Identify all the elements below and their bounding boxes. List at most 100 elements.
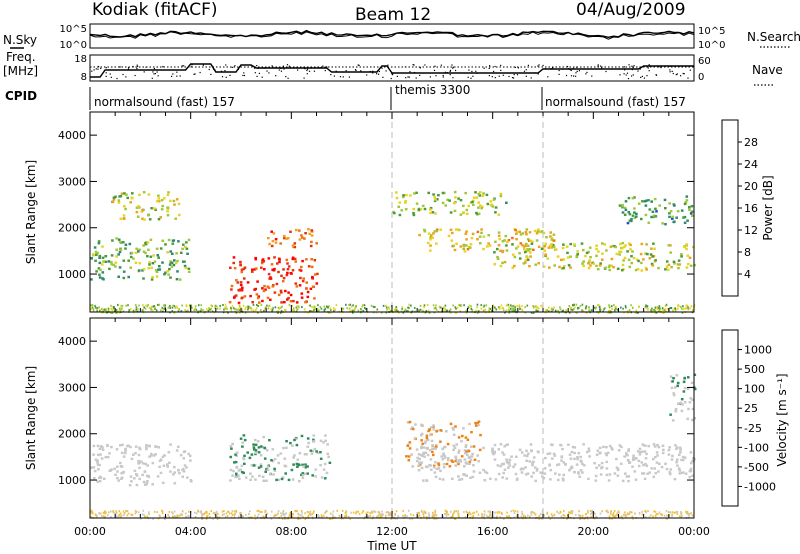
heatmap-cell xyxy=(627,196,631,200)
heatmap-cell xyxy=(418,457,421,461)
nave-dot xyxy=(538,64,540,66)
heatmap-cell xyxy=(270,244,274,248)
heatmap-cell xyxy=(365,307,367,310)
heatmap-cell xyxy=(624,200,628,203)
heatmap-cell xyxy=(153,510,156,513)
heatmap-cell xyxy=(665,303,668,306)
heatmap-cell xyxy=(241,309,243,311)
heatmap-cell xyxy=(257,509,260,512)
heatmap-cell xyxy=(235,472,238,475)
heatmap-cell xyxy=(369,512,371,515)
heatmap-cell xyxy=(569,306,571,309)
heatmap-cell xyxy=(492,452,495,456)
heatmap-cell xyxy=(289,441,292,445)
heatmap-cell xyxy=(402,509,404,512)
heatmap-cell xyxy=(629,510,631,513)
heatmap-cell xyxy=(115,237,118,240)
heatmap-cell xyxy=(271,268,274,271)
heatmap-cell xyxy=(494,511,496,514)
heatmap-cell xyxy=(163,516,165,519)
heatmap-cell xyxy=(237,469,241,472)
heatmap-cell xyxy=(144,307,147,310)
heatmap-cell xyxy=(470,455,474,458)
heatmap-cell xyxy=(688,206,691,209)
heatmap-cell xyxy=(300,510,303,512)
heatmap-cell xyxy=(98,480,102,483)
nave-dot xyxy=(176,75,178,77)
heatmap-cell xyxy=(610,264,613,267)
heatmap-cell xyxy=(257,311,259,314)
heatmap-cell xyxy=(188,510,190,513)
heatmap-cell xyxy=(619,242,622,246)
heatmap-cell xyxy=(686,387,690,390)
heatmap-cell xyxy=(633,211,636,214)
heatmap-cell xyxy=(232,469,235,473)
heatmap-cell xyxy=(311,285,315,288)
heatmap-cell xyxy=(256,280,259,283)
heatmap-cell xyxy=(251,270,254,273)
nave-dot xyxy=(444,71,446,73)
heatmap-cell xyxy=(498,307,501,310)
x-tick-label: 12:00 xyxy=(376,525,408,538)
heatmap-cell xyxy=(680,209,684,212)
heatmap-cell xyxy=(327,306,329,309)
heatmap-cell xyxy=(551,457,554,460)
heatmap-cell xyxy=(671,380,674,383)
heatmap-cell xyxy=(452,244,455,248)
heatmap-cell xyxy=(686,510,689,513)
heatmap-cell xyxy=(612,514,614,516)
nave-dot xyxy=(597,64,599,66)
heatmap-cell xyxy=(677,259,681,262)
nave-dot xyxy=(413,71,416,74)
heatmap-cell xyxy=(432,453,435,457)
heatmap-cell xyxy=(137,250,140,253)
x-tick-label: 00:00 xyxy=(678,525,710,538)
heatmap-cell xyxy=(438,477,442,481)
heatmap-cell xyxy=(237,288,240,292)
heatmap-cell xyxy=(581,514,584,517)
heatmap-cell xyxy=(568,453,572,456)
heatmap-cell xyxy=(543,472,547,475)
heatmap-cell xyxy=(680,253,683,256)
heatmap-cell xyxy=(427,232,431,235)
heatmap-cell xyxy=(147,267,150,270)
heatmap-cell xyxy=(477,201,480,204)
heatmap-cell xyxy=(385,304,387,307)
heatmap-cell xyxy=(280,301,283,304)
heatmap-cell xyxy=(261,511,263,513)
heatmap-cell xyxy=(273,467,276,471)
heatmap-cell xyxy=(289,230,292,233)
nave-dot xyxy=(648,70,650,72)
heatmap-cell xyxy=(689,212,693,215)
time-x-ticks: 00:00 04:00 08:00 12:00 16:00 20:00 00:00 xyxy=(74,525,710,538)
heatmap-cell xyxy=(664,207,667,210)
heatmap-cell xyxy=(494,206,498,209)
heatmap-cell xyxy=(326,443,329,446)
heatmap-cell xyxy=(146,480,149,483)
heatmap-cell xyxy=(505,244,508,247)
nave-dot xyxy=(387,64,389,66)
heatmap-cell xyxy=(536,306,539,309)
heatmap-cell xyxy=(562,243,565,246)
heatmap-cell xyxy=(429,244,432,247)
heatmap-cell xyxy=(678,469,682,472)
heatmap-cell xyxy=(130,255,133,259)
heatmap-cell xyxy=(288,304,291,307)
noise-panel: 10^5 10^0 10^5 10^0 N.Sky N.Search xyxy=(3,23,800,51)
nave-dot xyxy=(643,77,645,79)
heatmap-cell xyxy=(435,308,438,311)
heatmap-cell xyxy=(164,306,166,309)
heatmap-cell xyxy=(455,228,458,231)
heatmap-cell xyxy=(395,306,398,308)
heatmap-cell xyxy=(551,243,555,247)
heatmap-cell xyxy=(634,478,638,481)
heatmap-cell xyxy=(566,256,570,259)
nave-dot xyxy=(434,65,436,67)
heatmap-cell xyxy=(322,441,325,444)
heatmap-cell xyxy=(316,272,319,276)
heatmap-cell xyxy=(181,247,184,251)
heatmap-cell xyxy=(199,310,202,313)
heatmap-cell xyxy=(624,304,627,307)
heatmap-cell xyxy=(640,217,643,221)
heatmap-cell xyxy=(161,481,165,484)
